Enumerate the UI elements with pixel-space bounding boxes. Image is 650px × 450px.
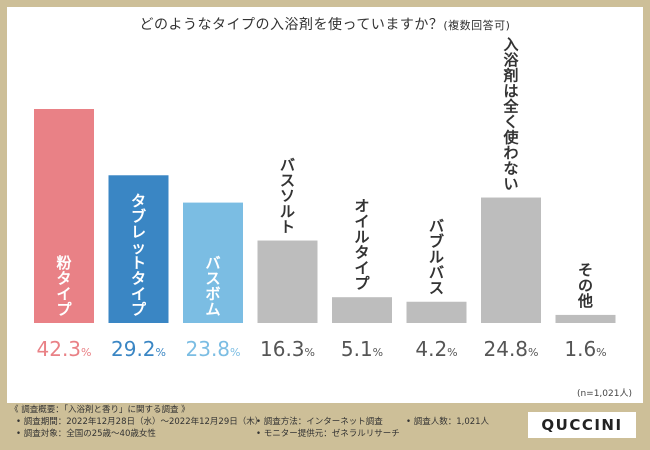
category-label-5: オイルタイプ (354, 197, 370, 293)
value-label-3: 23.8% (186, 337, 241, 361)
survey-count: • 調査人数：1,021人 (406, 417, 490, 427)
value-label-2: 29.2% (111, 337, 166, 361)
survey-period: • 調査期間：2022年12月28日（水）～2022年12月29日（木） (16, 417, 264, 427)
category-label-8: その他 (577, 261, 593, 310)
bar-6 (406, 301, 467, 323)
bar-5 (332, 297, 392, 323)
chart-title: どのようなタイプの入浴剤を使っていますか？(複数回答可) (0, 14, 650, 34)
bar-2 (108, 175, 169, 323)
brand-logo: QUCCINI (528, 412, 636, 438)
value-label-1: 42.3% (37, 337, 92, 361)
category-label-6: バブルバス (429, 217, 444, 297)
value-label-6: 4.2% (415, 337, 457, 361)
bar-8 (555, 314, 616, 323)
category-label-1: 粉タイプ (56, 254, 72, 319)
chart-title-note: (複数回答可) (443, 19, 511, 32)
value-label-5: 5.1% (341, 337, 383, 361)
bar-3 (183, 202, 243, 323)
category-label-7: 入浴剤は全く使わない (502, 35, 519, 193)
survey-target: • 調査対象：全国の25歳～40歳女性 (16, 429, 156, 439)
bar-7 (481, 197, 541, 323)
survey-method: • 調査方法：インターネット調査 (256, 417, 383, 427)
survey-provider: • モニター提供元：ゼネラルリサーチ (256, 429, 400, 439)
category-label-3: バスボム (205, 254, 220, 319)
value-label-4: 16.3% (260, 337, 315, 361)
chart-title-main: どのようなタイプの入浴剤を使っていますか？ (139, 17, 444, 33)
sample-size: (n=1,021人) (576, 389, 632, 399)
category-label-4: バスソルト (280, 156, 295, 236)
bar-1 (34, 109, 94, 323)
value-label-8: 1.6% (564, 337, 606, 361)
survey-heading: 《 調査概要：「入浴剤と香り」に関する調査 》 (10, 405, 190, 415)
value-label-7: 24.8% (484, 337, 539, 361)
category-label-2: タブレットタイプ (131, 192, 147, 319)
bar-4 (257, 240, 318, 323)
